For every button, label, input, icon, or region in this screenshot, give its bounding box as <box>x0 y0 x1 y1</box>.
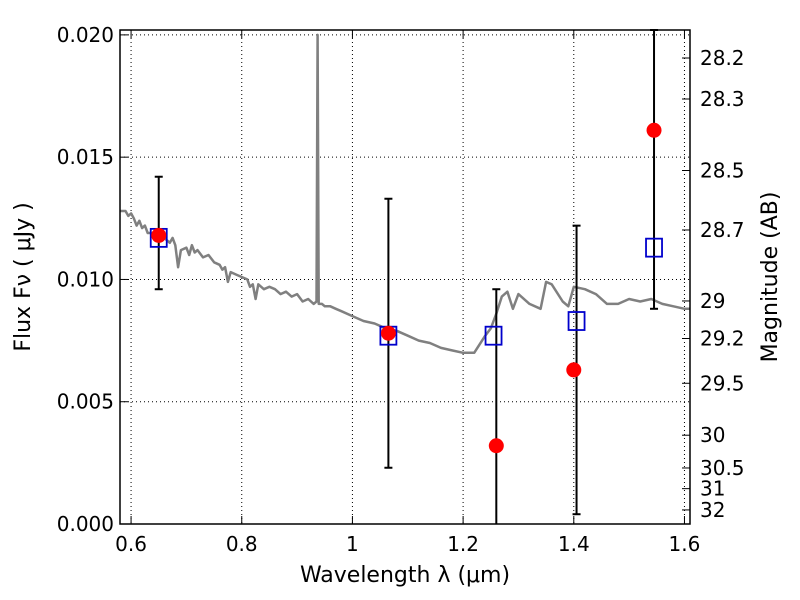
x-tick-label: 0.6 <box>115 532 147 556</box>
x-tick-label: 1.2 <box>447 532 479 556</box>
plot-area <box>120 30 690 524</box>
model-photometry-square <box>645 237 663 258</box>
x-tick-label: 1.6 <box>669 532 701 556</box>
x-tick-label: 0.8 <box>226 532 258 556</box>
magnitude-tick-label: 29.2 <box>700 326 745 350</box>
magnitude-tick-label: 28.3 <box>700 87 745 111</box>
observed-flux-point <box>151 227 167 243</box>
x-tick-label: 1.4 <box>558 532 590 556</box>
magnitude-tick-label: 32 <box>700 498 725 522</box>
y-tick-label: 0.000 <box>57 512 114 536</box>
y-tick-label: 0.010 <box>57 267 114 291</box>
plot-frame <box>119 29 691 525</box>
magnitude-tick-label: 31 <box>700 477 725 501</box>
model-sed-line <box>120 33 690 355</box>
magnitude-tick-label: 29 <box>700 289 725 313</box>
magnitude-tick-label: 28.5 <box>700 159 745 183</box>
model-photometry-square <box>567 311 586 331</box>
model-photometry-square <box>484 325 503 346</box>
x-axis-label: Wavelength λ (μm) <box>300 563 510 588</box>
marker-layer <box>149 122 663 454</box>
model-sed-layer <box>120 33 690 355</box>
y-axis-label: Flux Fν ( μJy ) <box>11 202 36 351</box>
x-tick-label: 1 <box>346 532 359 556</box>
observed-flux-point <box>566 362 582 378</box>
observed-flux-point <box>380 325 396 341</box>
y-axis: 0.000 0.005 0.010 0.015 0.020 <box>57 23 128 536</box>
magnitude-axis-label: Magnitude (AB) <box>758 192 783 363</box>
magnitude-tick-label: 28.2 <box>700 46 745 70</box>
y-tick-label: 0.020 <box>57 23 114 47</box>
magnitude-tick-label: 30.5 <box>700 456 745 480</box>
magnitude-tick-label: 29.5 <box>700 371 745 395</box>
y-tick-label: 0.015 <box>57 145 114 169</box>
magnitude-tick-label: 28.7 <box>700 218 745 242</box>
observed-flux-point <box>646 122 662 138</box>
x-axis: 0.6 0.8 1 1.2 1.4 1.6 <box>115 30 700 556</box>
observed-flux-point <box>488 438 504 454</box>
y-tick-label: 0.005 <box>57 390 114 414</box>
magnitude-tick-label: 30 <box>700 423 725 447</box>
